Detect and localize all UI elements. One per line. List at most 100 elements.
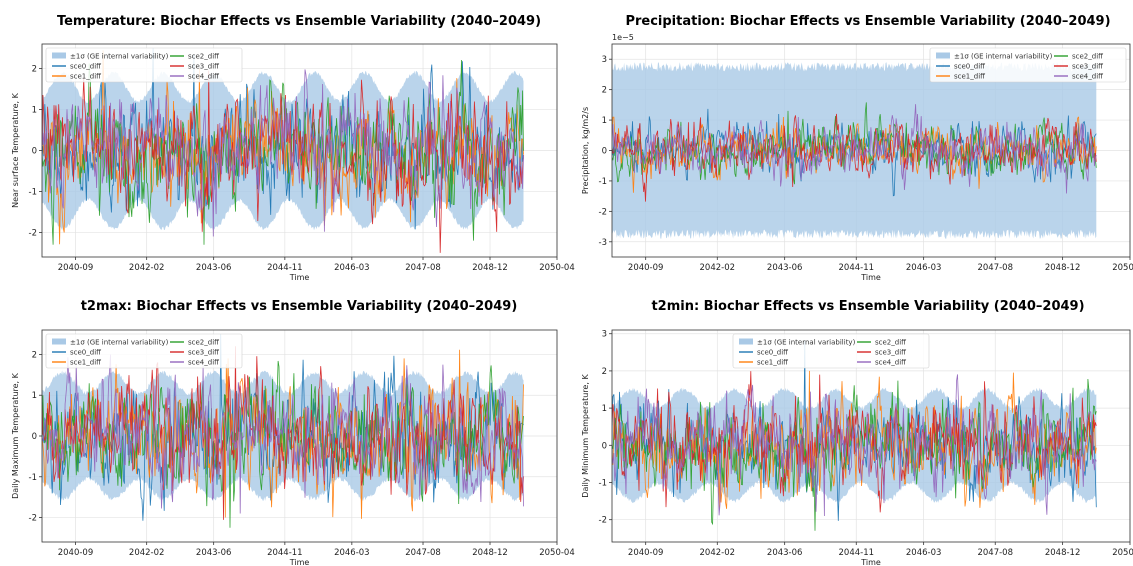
y-axis-label: Precipitation, kg/m2/s — [581, 107, 590, 194]
legend-label: ±1σ (GE internal variability) — [757, 339, 856, 347]
legend-swatch-band — [739, 338, 753, 345]
y-tick-label: -1 — [599, 177, 607, 187]
x-tick-label: 2043-06 — [196, 263, 232, 273]
x-tick-label: 2044-11 — [267, 548, 303, 558]
y-tick-label: 2 — [32, 65, 37, 75]
y-tick-label: -2 — [29, 228, 37, 238]
series-line-sce3_diff — [612, 371, 1097, 513]
legend-label: ±1σ (GE internal variability) — [70, 339, 169, 347]
series-group — [612, 102, 1097, 202]
legend-label: sce1_diff — [954, 73, 985, 81]
y-axis-label: Daily Minimum Temperature, K — [581, 374, 590, 498]
legend-label: sce0_diff — [70, 349, 101, 357]
y-tick-label: 0 — [602, 147, 607, 157]
x-tick-label: 2047-08 — [405, 263, 441, 273]
legend-label: sce3_diff — [188, 349, 219, 357]
chart-title: t2min: Biochar Effects vs Ensemble Varia… — [651, 299, 1084, 314]
series-group — [42, 48, 524, 253]
series-group — [42, 334, 524, 528]
y-axis-label: Daily Maximum Temperature, K — [11, 372, 20, 499]
y-tick-label: -1 — [599, 478, 607, 488]
x-tick-label: 2042-02 — [700, 548, 736, 558]
x-tick-label: 2042-02 — [700, 263, 736, 273]
x-tick-label: 2048-12 — [1045, 263, 1081, 273]
x-tick-label: 2043-06 — [767, 548, 803, 558]
x-tick-label: 2044-11 — [839, 548, 875, 558]
chart-title: Precipitation: Biochar Effects vs Ensemb… — [625, 14, 1110, 29]
y-tick-label: 0 — [602, 441, 607, 451]
y-tick-label: 2 — [32, 350, 37, 360]
x-tick-label: 2048-12 — [472, 548, 508, 558]
x-tick-label: 2047-08 — [977, 548, 1013, 558]
legend-box — [45, 333, 243, 369]
legend-label: sce3_diff — [1072, 63, 1103, 71]
x-tick-label: 2044-11 — [267, 263, 303, 273]
legend-label: sce4_diff — [188, 359, 219, 367]
legend: ±1σ (GE internal variability)sce0_diffsc… — [732, 333, 930, 369]
series-line-sce4_diff — [42, 354, 524, 514]
y-tick-label: 1 — [32, 391, 37, 401]
x-tick-label: 2048-12 — [1045, 548, 1081, 558]
legend-label: sce1_diff — [757, 359, 788, 367]
y-axis-label: Near surface Temperature, K — [11, 92, 20, 208]
legend-label: ±1σ (GE internal variability) — [954, 53, 1053, 61]
x-axis-label: Time — [289, 558, 310, 566]
x-tick-label: 2042-02 — [129, 263, 165, 273]
x-tick-label: 2050-04 — [1112, 548, 1133, 558]
x-tick-label: 2043-06 — [196, 548, 232, 558]
legend: ±1σ (GE internal variability)sce0_diffsc… — [45, 333, 243, 369]
x-tick-label: 2050-04 — [539, 548, 575, 558]
chart-title: Temperature: Biochar Effects vs Ensemble… — [57, 14, 541, 29]
series-line-sce4_diff — [612, 104, 1097, 194]
legend-label: sce2_diff — [1072, 53, 1103, 61]
legend-label: sce4_diff — [1072, 73, 1103, 81]
series-line-sce3_diff — [612, 113, 1097, 202]
legend-label: sce3_diff — [188, 63, 219, 71]
x-tick-label: 2050-04 — [1112, 263, 1133, 273]
legend-label: sce1_diff — [70, 73, 101, 81]
series-line-sce1_diff — [612, 370, 1097, 509]
y-tick-label: 3 — [602, 330, 607, 340]
x-tick-label: 2047-08 — [977, 263, 1013, 273]
legend-label: sce0_diff — [70, 63, 101, 71]
x-tick-label: 2046-03 — [906, 548, 942, 558]
y-tick-label: -2 — [599, 207, 607, 217]
x-tick-label: 2046-03 — [906, 263, 942, 273]
legend: ±1σ (GE internal variability)sce0_diffsc… — [929, 47, 1127, 83]
series-line-sce4_diff — [612, 374, 1097, 517]
legend-label: sce3_diff — [875, 349, 906, 357]
x-axis-label: Time — [860, 273, 881, 282]
legend-label: sce2_diff — [188, 339, 219, 347]
legend-swatch-band — [52, 338, 66, 345]
y-tick-label: 2 — [602, 367, 607, 377]
axis-multiplier: 1e−5 — [612, 33, 634, 42]
legend-swatch-band — [52, 52, 66, 59]
series-line-sce4_diff — [42, 69, 524, 237]
chart-panel-1: Temperature: Biochar Effects vs Ensemble… — [11, 14, 575, 282]
legend-box — [929, 47, 1127, 83]
y-tick-label: -3 — [599, 238, 607, 248]
series-line-sce2_diff — [42, 360, 524, 528]
x-tick-label: 2040-09 — [628, 263, 664, 273]
legend: ±1σ (GE internal variability)sce0_diffsc… — [45, 47, 243, 83]
x-tick-label: 2040-09 — [628, 548, 664, 558]
legend-label: sce4_diff — [875, 359, 906, 367]
chart-panel-3: t2max: Biochar Effects vs Ensemble Varia… — [11, 299, 575, 566]
y-tick-label: -2 — [599, 516, 607, 526]
y-tick-label: 3 — [602, 55, 607, 65]
x-tick-label: 2046-03 — [334, 548, 370, 558]
legend-box — [732, 333, 930, 369]
legend-label: sce4_diff — [188, 73, 219, 81]
y-tick-label: -1 — [29, 473, 37, 483]
legend-box — [45, 47, 243, 83]
series-line-sce2_diff — [612, 102, 1097, 185]
x-tick-label: 2040-09 — [58, 263, 94, 273]
legend-label: sce1_diff — [70, 359, 101, 367]
series-group — [612, 341, 1097, 531]
chart-title: t2max: Biochar Effects vs Ensemble Varia… — [81, 299, 518, 314]
x-tick-label: 2050-04 — [539, 263, 575, 273]
y-tick-label: 0 — [32, 432, 37, 442]
legend-swatch-band — [936, 52, 950, 59]
x-tick-label: 2047-08 — [405, 548, 441, 558]
